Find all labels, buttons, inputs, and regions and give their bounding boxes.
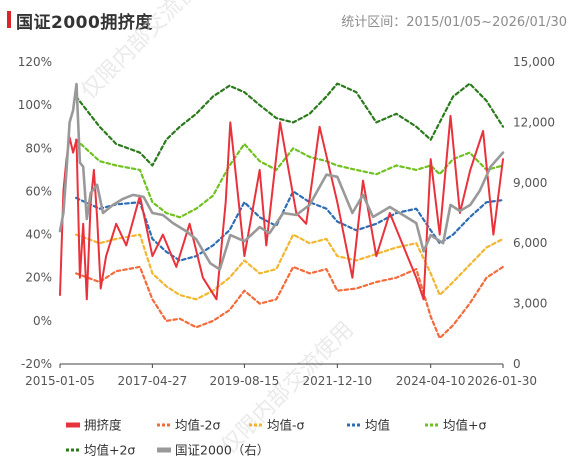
x-tick-label: 2017-04-27 (117, 374, 187, 388)
y-left-tick-label: 60% (25, 184, 52, 198)
series-line-5 (74, 138, 505, 219)
y-left-tick-label: 80% (25, 141, 52, 155)
y-left-tick-label: -20% (21, 357, 52, 371)
series-line-3 (74, 233, 505, 301)
y-right-tick-label: 6,000 (513, 236, 547, 250)
legend-item[interactable]: 国证2000（右） (157, 443, 269, 458)
legend-label: 均值-2σ (175, 418, 220, 433)
y-right-tick-label: 12,000 (513, 115, 555, 129)
x-tick-label: 2024-04-10 (396, 374, 466, 388)
chart-legend: 拥挤度 均值-2σ 均值-σ 均值 均值+σ 均值+2σ 国证2000（右） (66, 418, 486, 458)
x-tick-label: 2026-01-30 (467, 374, 537, 388)
legend-item[interactable]: 均值+σ (425, 418, 486, 433)
legend-item[interactable]: 拥挤度 (66, 418, 122, 433)
y-left-tick-label: 120% (18, 55, 52, 69)
watermark-text: 仅限内部交流使用 (77, 0, 219, 104)
series-line-2 (74, 265, 505, 340)
legend-label: 均值+2σ (84, 443, 135, 458)
legend-label: 拥挤度 (84, 418, 122, 433)
series-line-4 (74, 190, 505, 262)
legend-item[interactable]: 均值 (347, 418, 390, 433)
legend-label: 均值 (365, 418, 390, 433)
series-line-7 (58, 82, 505, 271)
chart-series (58, 82, 505, 340)
legend-label: 均值-σ (267, 418, 305, 433)
y-right-tick-label: 3,000 (513, 297, 547, 311)
x-tick-label: 2015-01-05 (25, 374, 95, 388)
series-line-1 (59, 114, 504, 301)
y-left-tick-label: 40% (25, 228, 52, 242)
y-right-tick-label: 15,000 (513, 55, 555, 69)
legend-item[interactable]: 均值-2σ (157, 418, 220, 433)
legend-label: 国证2000（右） (175, 443, 269, 458)
y-left-tick-label: 20% (25, 271, 52, 285)
x-tick-label: 2021-12-10 (302, 374, 372, 388)
legend-item[interactable]: 均值+2σ (66, 443, 135, 458)
legend-label: 均值+σ (443, 418, 486, 433)
y-left-tick-label: 100% (18, 98, 52, 112)
legend-item[interactable]: 均值-σ (249, 418, 305, 433)
y-left-tick-label: 0% (33, 314, 52, 328)
chart-title: 国证2000拥挤度 (16, 13, 153, 33)
watermark-text: 仅限内部交流使用 (217, 317, 359, 459)
date-range-label: 统计区间：2015/01/05~2026/01/30 (341, 15, 567, 30)
x-tick-label: 2019-08-15 (210, 374, 280, 388)
y-right-tick-label: 9,000 (513, 176, 547, 190)
series-line-6 (74, 82, 505, 167)
title-accent-bar (7, 11, 11, 28)
chart-header: 国证2000拥挤度 统计区间：2015/01/05~2026/01/30 (0, 0, 578, 36)
chart-axes: -20% 0% 20% 40% 60% 80% 100% 120% 0 3,000 6,000 9,0… (18, 55, 555, 388)
y-right-tick-label: 0 (513, 357, 521, 371)
